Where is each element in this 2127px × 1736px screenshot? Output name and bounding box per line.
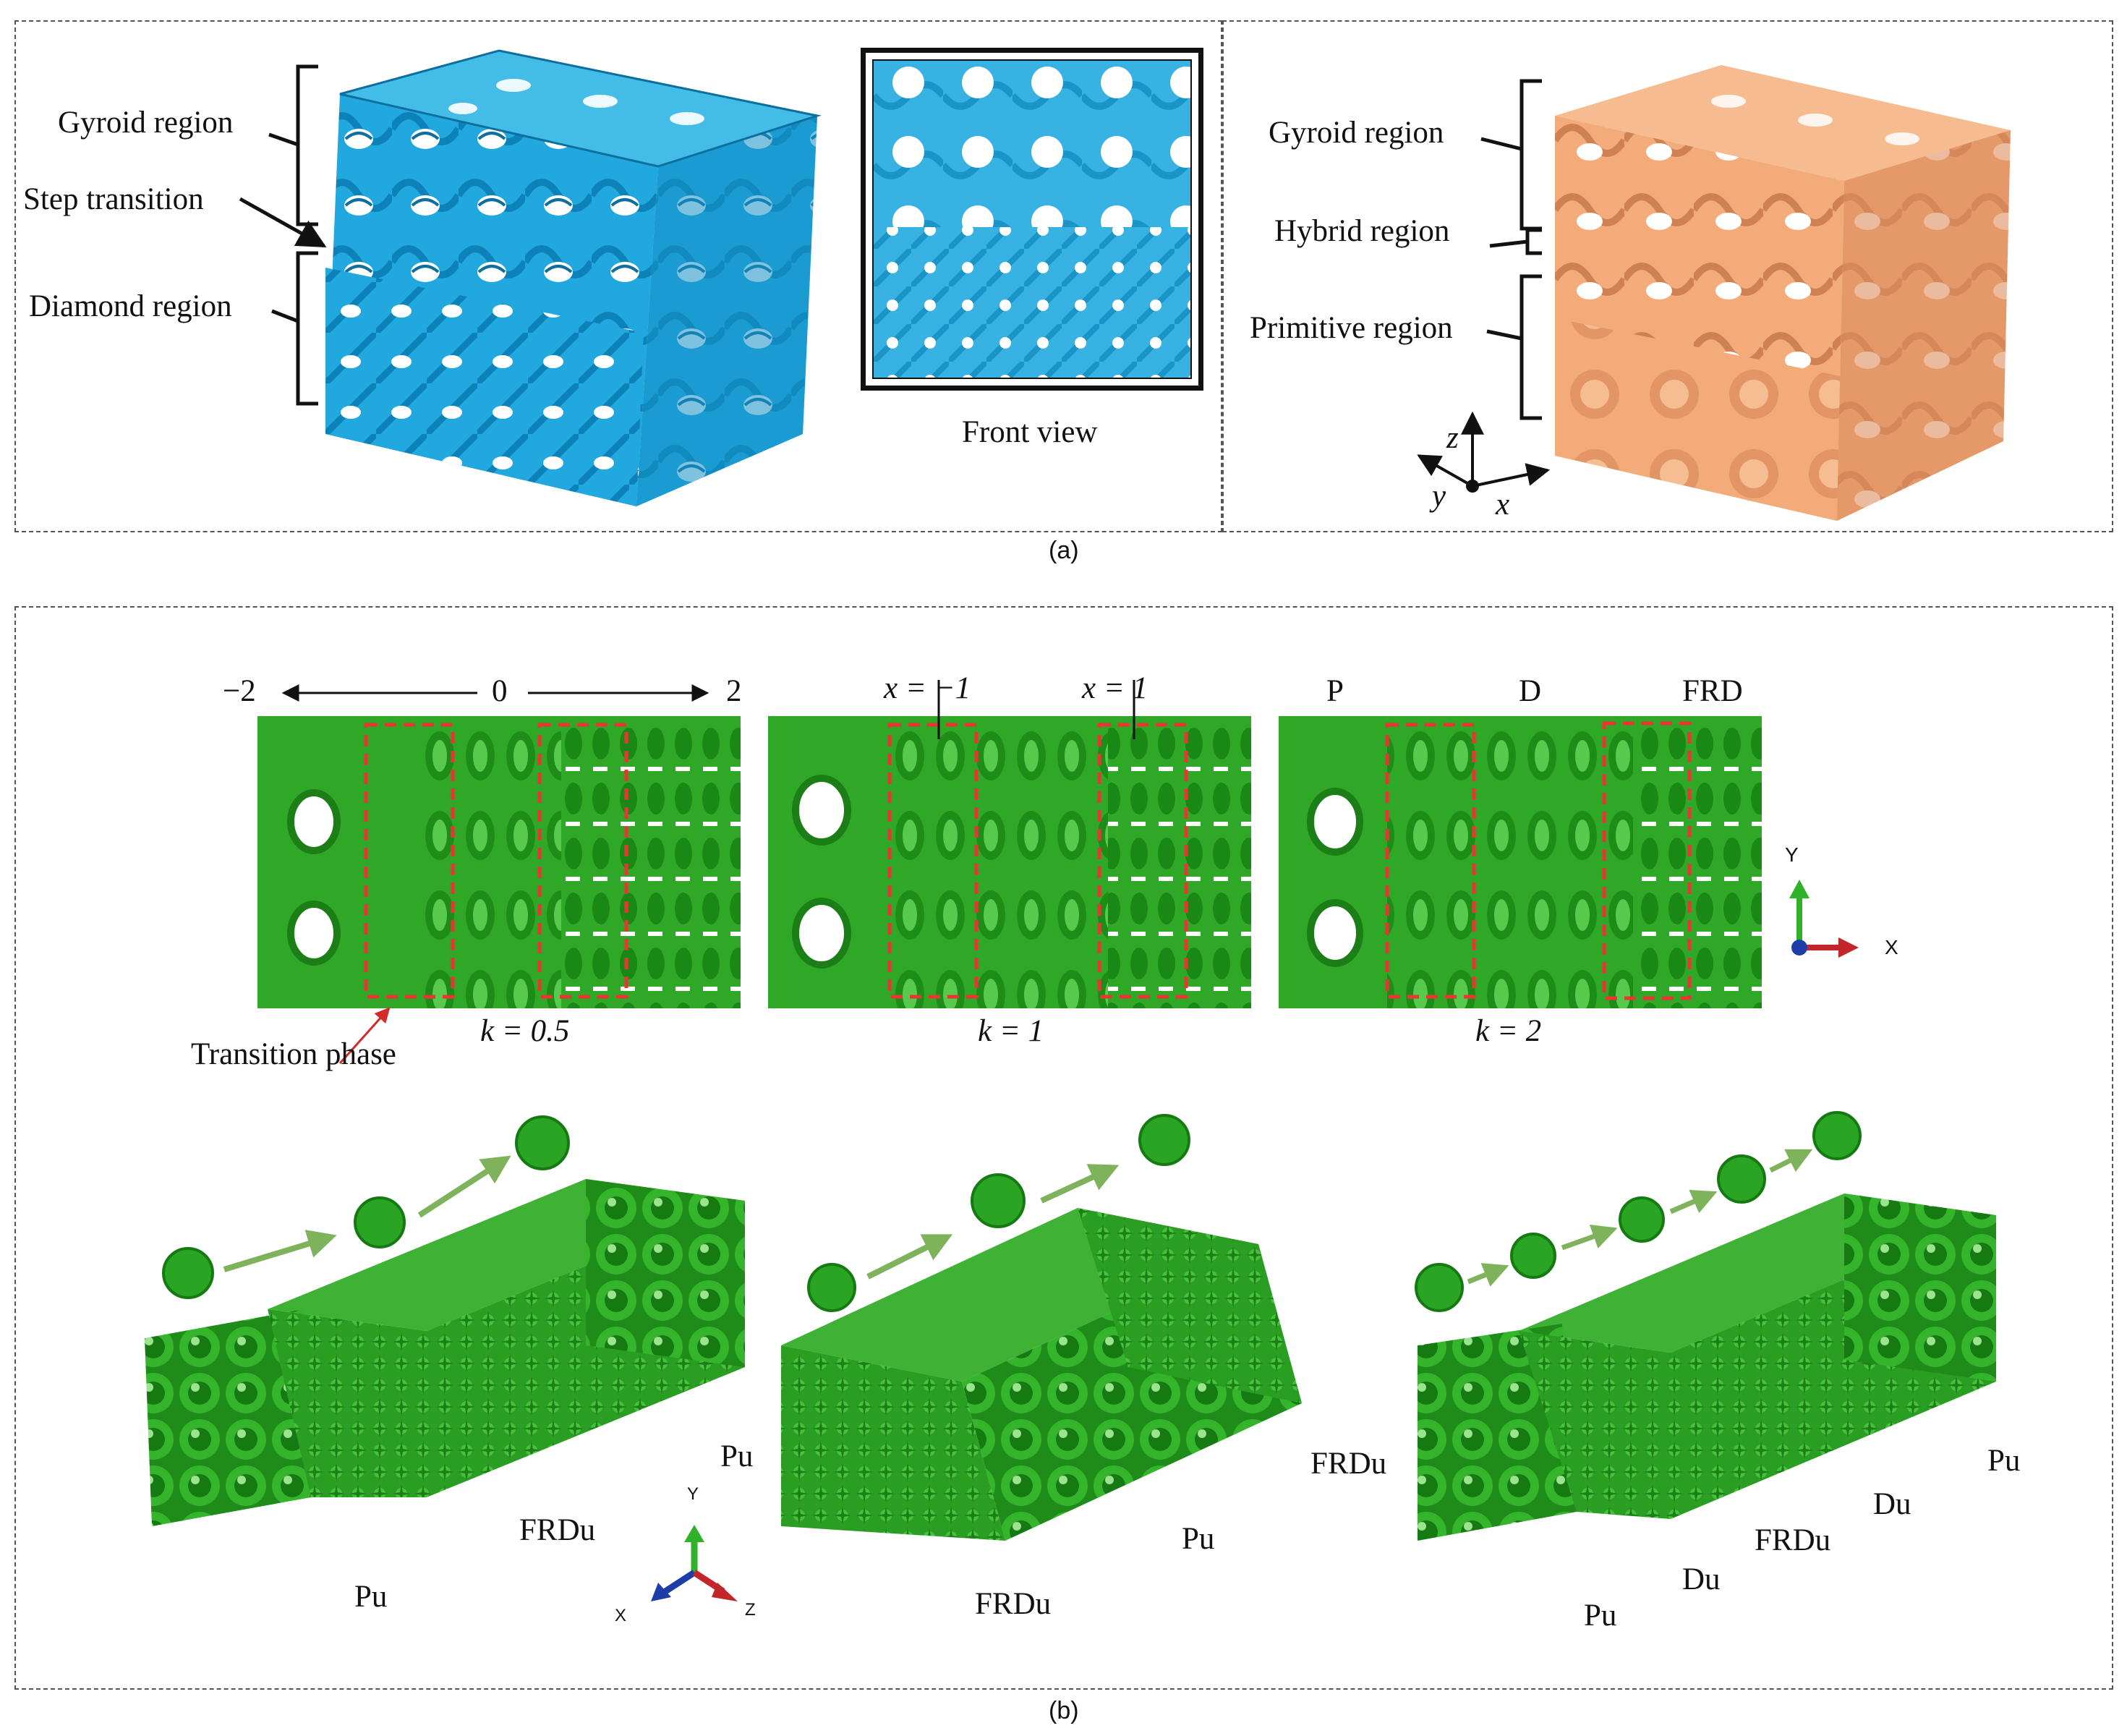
front-view-pattern: [874, 61, 1190, 378]
xyz-y-label: Y: [687, 1484, 699, 1504]
b3-du-top-label: Du: [1873, 1487, 1911, 1521]
front-view-label: Front view: [962, 415, 1098, 449]
panel-a-left-box: [14, 20, 1222, 532]
x-pos1-label: x = 1: [1082, 671, 1148, 705]
scale-right-label: 2: [726, 674, 742, 708]
xyz-z-label: Z: [745, 1600, 756, 1620]
block-1-pu-frdu-pu: [145, 1115, 745, 1526]
block-2-frdu-pu-frdu: [781, 1114, 1302, 1541]
b2-frdu-top-label: FRDu: [1310, 1447, 1387, 1481]
panel-b-box: [14, 606, 2113, 1690]
b3-frdu-label: FRDu: [1755, 1523, 1831, 1557]
left-bracket-lines: [239, 64, 327, 406]
k-2-label: k = 2: [1475, 1014, 1542, 1048]
frd-label: FRD: [1682, 674, 1743, 708]
axis-z-label: z: [1446, 421, 1459, 455]
transition-phase-arrow: [338, 1007, 391, 1065]
b3-pu-bottom-label: Pu: [1584, 1599, 1617, 1633]
axis-x-label: x: [1496, 488, 1510, 522]
primitive-region-label: Primitive region: [1250, 311, 1453, 345]
b1-frdu-label: FRDu: [519, 1513, 596, 1547]
orange-gyroid-primitive-cube: [1555, 65, 2011, 521]
k-1-label: k = 1: [978, 1014, 1044, 1048]
caption-a: (a): [1049, 537, 1079, 564]
xyz-axes-b: [651, 1525, 738, 1601]
xyz-axes-a: [1417, 411, 1551, 493]
strip-k1: [768, 680, 1251, 1008]
step-transition-label: Step transition: [23, 182, 204, 216]
b3-du-bottom-label: Du: [1682, 1562, 1721, 1596]
strip-k05: [257, 716, 741, 1008]
b2-pu-label: Pu: [1182, 1522, 1215, 1556]
scale-mid-label: 0: [492, 674, 508, 708]
k-05-label: k = 0.5: [480, 1014, 570, 1048]
gyroid-region-label: Gyroid region: [58, 106, 234, 140]
hybrid-region-label: Hybrid region: [1274, 214, 1450, 248]
x-neg1-label: x = −1: [884, 671, 971, 705]
xy-axes-icon: [1789, 880, 1859, 958]
d-label: D: [1519, 674, 1542, 708]
transition-phase-label: Transition phase: [191, 1037, 396, 1071]
axis-y-label: y: [1432, 479, 1446, 513]
panel-a-right-box: [1222, 20, 2113, 532]
blue-gyroid-diamond-cube: [325, 49, 822, 506]
xy-x-label: X: [1885, 936, 1898, 958]
strip-k2: [1279, 716, 1762, 1008]
p-label: P: [1326, 674, 1344, 708]
b2-frdu-bottom-label: FRDu: [975, 1587, 1052, 1621]
unit-cell-icons: [162, 1115, 570, 1299]
block-3-pu-du-frdu-du-pu: [1415, 1111, 1996, 1541]
gyroid-region-label-right: Gyroid region: [1269, 116, 1444, 150]
b1-pu-bottom-label: Pu: [354, 1580, 388, 1614]
caption-b: (b): [1049, 1697, 1079, 1724]
xyz-x-label: X: [615, 1606, 627, 1625]
b3-pu-top-label: Pu: [1987, 1444, 2021, 1478]
scale-arrows: [281, 684, 709, 702]
right-bracket-lines: [1480, 79, 1542, 420]
front-view-image: [872, 59, 1192, 379]
xy-y-label: Y: [1785, 843, 1799, 866]
diamond-region-label: Diamond region: [29, 289, 232, 323]
scale-left-label: −2: [223, 674, 256, 708]
b1-pu-top-label: Pu: [720, 1439, 754, 1473]
